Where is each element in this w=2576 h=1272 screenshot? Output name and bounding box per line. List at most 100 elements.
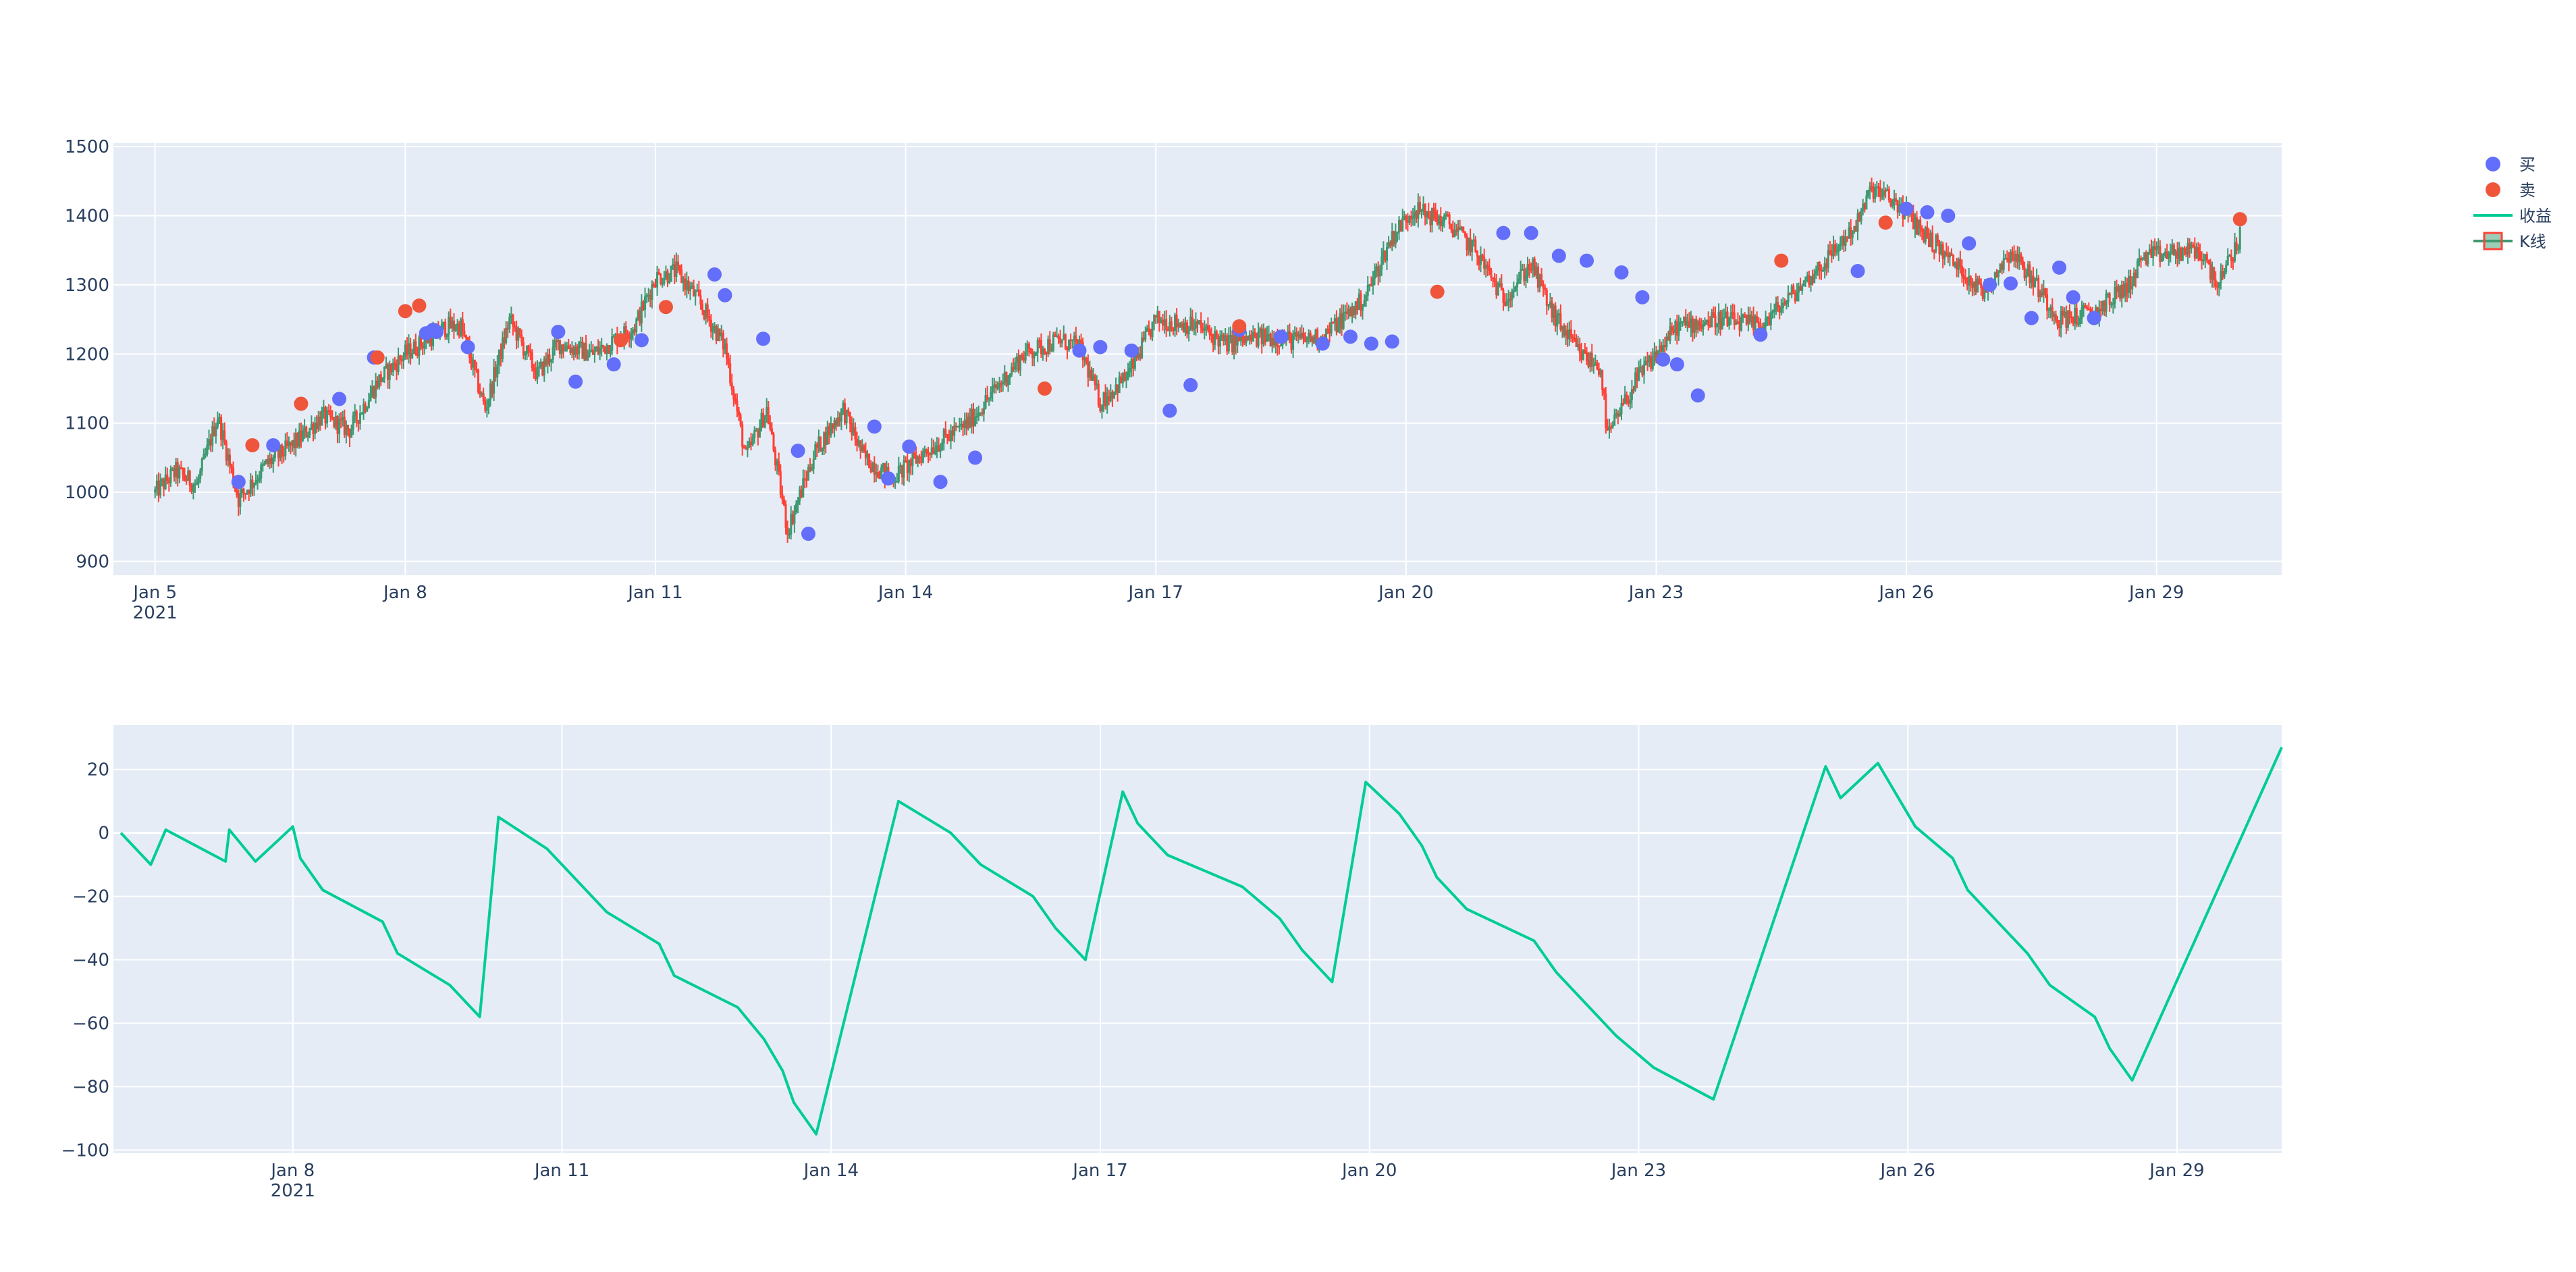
candle-body bbox=[791, 514, 794, 524]
candle-body bbox=[1599, 370, 1602, 375]
candle-body bbox=[2199, 252, 2201, 261]
candle-body bbox=[2110, 304, 2113, 306]
legend-item-sell[interactable]: 卖 bbox=[2486, 181, 2535, 200]
candle-body bbox=[2072, 317, 2074, 324]
candle-body bbox=[357, 419, 360, 424]
price-x-tick-label: Jan 17 bbox=[1127, 583, 1183, 603]
candle-body bbox=[282, 454, 285, 457]
candle-body bbox=[2049, 307, 2052, 311]
candle-body bbox=[1429, 217, 1432, 226]
candle-body bbox=[1156, 311, 1159, 318]
candle-body bbox=[819, 436, 822, 452]
return-y-tick-label: −40 bbox=[72, 951, 109, 971]
candle-body bbox=[1933, 250, 1935, 253]
candle-body bbox=[1684, 317, 1687, 326]
candle-body bbox=[927, 452, 930, 454]
candle-body bbox=[2014, 253, 2017, 261]
price-x-tick-label: Jan 20 bbox=[1377, 583, 1433, 603]
candle-body bbox=[2101, 300, 2104, 311]
candle-body bbox=[1792, 286, 1795, 294]
candle-body bbox=[2025, 275, 2028, 278]
candle-body bbox=[399, 355, 402, 361]
legend-item-kline[interactable]: K线 bbox=[2473, 232, 2546, 251]
candle-body bbox=[1184, 322, 1187, 333]
candle-body bbox=[322, 407, 325, 412]
candle-body bbox=[1478, 255, 1480, 265]
candle-body bbox=[2230, 255, 2232, 261]
candle-body bbox=[1436, 218, 1439, 225]
candle-body bbox=[1765, 318, 1767, 327]
legend[interactable]: 买 卖 收益 K线 bbox=[2473, 155, 2552, 251]
candle-body bbox=[2004, 258, 2007, 260]
candle-body bbox=[693, 285, 695, 297]
candle-body bbox=[526, 345, 529, 354]
candle-body bbox=[395, 364, 398, 373]
candle-body bbox=[2166, 251, 2168, 259]
candle-body bbox=[1238, 336, 1241, 342]
candle-body bbox=[861, 445, 863, 451]
candle-body bbox=[1083, 357, 1086, 361]
candle-body bbox=[1936, 235, 1939, 243]
legend-item-buy[interactable]: 买 bbox=[2486, 155, 2535, 174]
candle-body bbox=[1726, 311, 1729, 326]
candle-body bbox=[260, 465, 263, 479]
legend-item-return[interactable]: 收益 bbox=[2473, 207, 2552, 226]
candle-body bbox=[755, 429, 757, 432]
return-x-tick-label: Jan 17 bbox=[1071, 1161, 1127, 1181]
candle-body bbox=[1198, 320, 1201, 325]
candle-body bbox=[781, 494, 784, 500]
candle-body bbox=[1387, 242, 1390, 248]
candle-body bbox=[1573, 338, 1576, 340]
candle-body bbox=[1738, 323, 1741, 331]
candle-body bbox=[1671, 326, 1673, 331]
candle-body bbox=[1912, 213, 1914, 230]
candle-body bbox=[1686, 321, 1689, 326]
candle-body bbox=[2189, 243, 2191, 249]
candle-body bbox=[416, 353, 419, 356]
candle-body bbox=[2119, 286, 2122, 299]
candle-body bbox=[1464, 232, 1466, 236]
candle-body bbox=[1757, 321, 1760, 327]
candle-body bbox=[1554, 305, 1557, 327]
candle-body bbox=[508, 316, 511, 329]
price-y-tick-label: 1100 bbox=[65, 414, 109, 434]
candle-body bbox=[685, 280, 688, 290]
candle-body bbox=[988, 397, 990, 400]
candle-body bbox=[1796, 292, 1798, 302]
candle-body bbox=[1947, 254, 1950, 258]
candle-body bbox=[1514, 286, 1517, 292]
candle-body bbox=[2020, 254, 2022, 262]
candle-body bbox=[1165, 319, 1168, 331]
candle-body bbox=[1035, 352, 1038, 356]
candle-body bbox=[572, 347, 575, 355]
candle-body bbox=[1962, 275, 1965, 279]
candle-body bbox=[331, 417, 333, 419]
candle-body bbox=[1808, 275, 1810, 285]
candle-body bbox=[1306, 336, 1308, 342]
buy-marker bbox=[266, 438, 281, 452]
candle-body bbox=[977, 413, 980, 417]
candle-body bbox=[1893, 198, 1896, 203]
candle-body bbox=[1783, 302, 1786, 304]
candle-body bbox=[2070, 316, 2073, 319]
candle-body bbox=[1243, 339, 1246, 344]
price-y-tick-label: 1400 bbox=[65, 207, 109, 227]
candle-body bbox=[635, 319, 638, 333]
candle-body bbox=[2180, 248, 2182, 261]
candle-body bbox=[1603, 389, 1605, 394]
price-y-tick-label: 1200 bbox=[65, 344, 109, 365]
candle-body bbox=[630, 333, 633, 339]
candle-body bbox=[484, 400, 487, 411]
candle-body bbox=[251, 479, 254, 488]
candle-body bbox=[1102, 392, 1105, 406]
buy-marker bbox=[429, 325, 444, 340]
candle-body bbox=[346, 425, 349, 431]
candle-body bbox=[1566, 329, 1569, 340]
candle-body bbox=[1466, 235, 1468, 250]
candle-body bbox=[343, 417, 346, 435]
candle-body bbox=[680, 269, 683, 283]
candle-body bbox=[277, 449, 280, 458]
candle-body bbox=[194, 484, 196, 486]
candle-body bbox=[1551, 301, 1553, 318]
candle-body bbox=[411, 352, 414, 359]
